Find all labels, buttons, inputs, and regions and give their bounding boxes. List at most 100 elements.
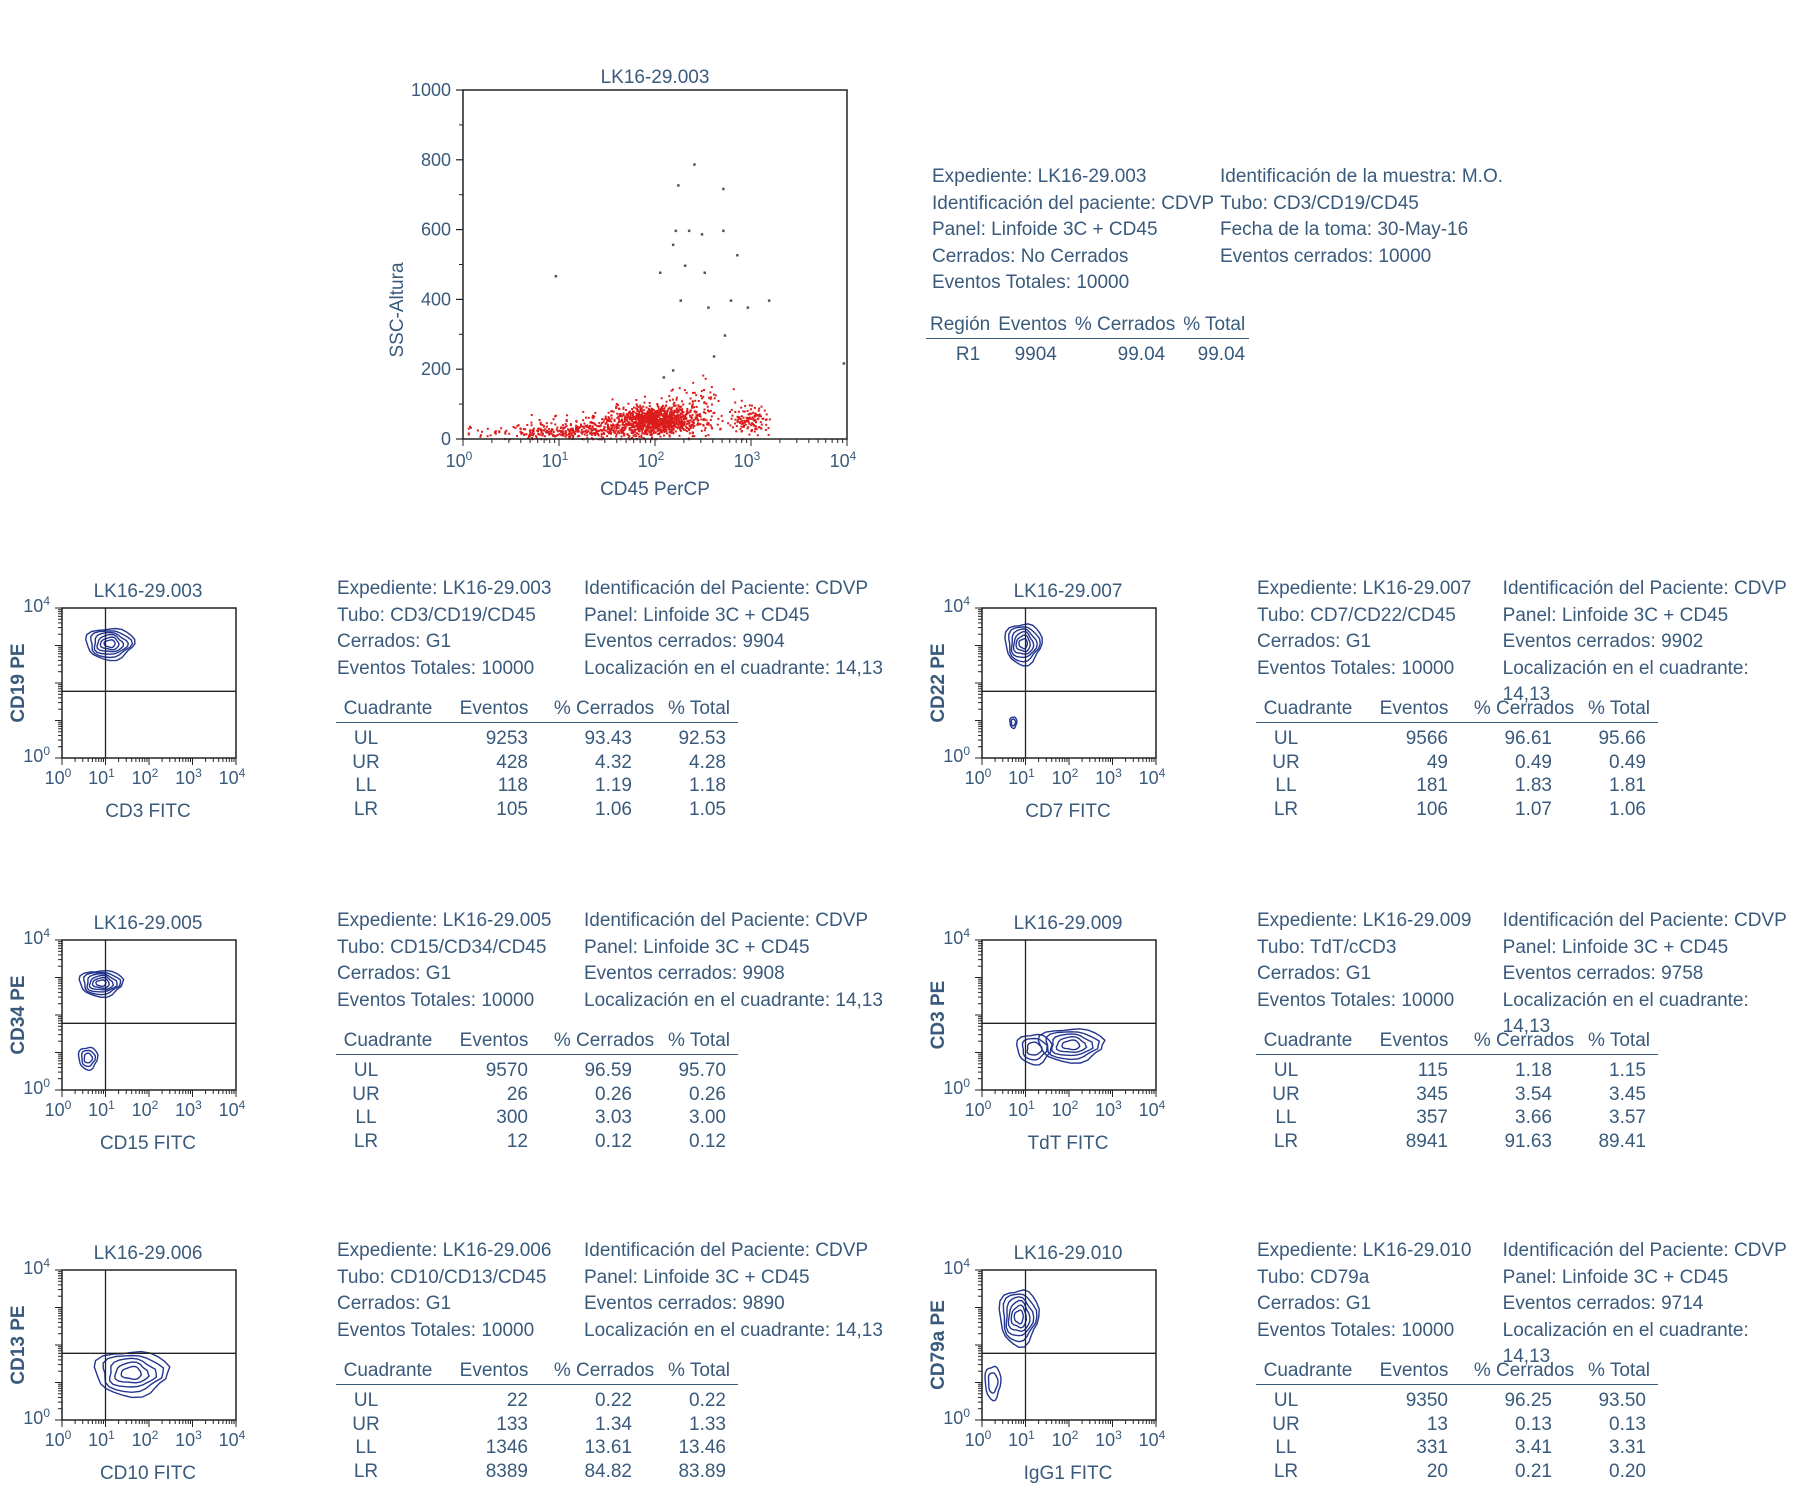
- scatter-point: [740, 420, 743, 423]
- scatter-point: [597, 430, 600, 432]
- scatter-point: [702, 374, 705, 377]
- info-line: Identificación del Paciente: CDVP: [584, 578, 869, 599]
- x-tick-label: 101: [542, 449, 569, 471]
- scatter-point: [579, 426, 582, 429]
- scatter-point: [677, 409, 680, 412]
- quadrant-table: Cuadrante Eventos% Cerrados% Total UL 22 0.2…: [336, 1360, 738, 1483]
- table-row: LL 357 3.66 3.57: [1256, 1106, 1658, 1130]
- scatter-point: [651, 436, 653, 439]
- scatter-point: [656, 423, 659, 425]
- scatter-point: [616, 424, 619, 427]
- info-line: Panel: Linfoide 3C + CD45: [932, 219, 1158, 240]
- scatter-point: [688, 421, 691, 424]
- table-cell: 83.89: [678, 1460, 726, 1482]
- info-line: Identificación de la muestra: M.O.: [1220, 166, 1504, 187]
- scatter-point: [674, 430, 677, 433]
- table-header: Eventos: [1360, 1030, 1468, 1055]
- scatter-point: [692, 423, 694, 426]
- scatter-point: [625, 409, 628, 412]
- scatter-point: [604, 415, 607, 418]
- scatter-point: [672, 428, 675, 431]
- contour-line: [84, 627, 136, 662]
- scatter-point: [607, 423, 609, 426]
- scatter-point: [569, 430, 572, 433]
- contours: [77, 969, 125, 1072]
- scatter-info-right: Identificación de la muestra: M.O. Tubo:…: [1220, 164, 1503, 297]
- scatter-point: [469, 425, 471, 428]
- scatter-point: [634, 421, 637, 423]
- scatter-point: [719, 427, 722, 430]
- scatter-point: [615, 403, 618, 405]
- scatter-point: [633, 426, 636, 429]
- scatter-point: [627, 437, 630, 439]
- scatter-point: [652, 427, 655, 430]
- table-cell: 1.33: [689, 1413, 726, 1435]
- scatter-point: [556, 430, 559, 433]
- scatter-point: [758, 413, 761, 416]
- scatter-point: [691, 404, 693, 407]
- scatter-point: [760, 415, 762, 418]
- scatter-point: [638, 417, 641, 420]
- scatter-point: [632, 417, 635, 420]
- scatter-point: [690, 416, 693, 419]
- scatter-point: [696, 422, 699, 425]
- scatter-point: [572, 436, 575, 439]
- scatter-point: [675, 414, 678, 417]
- scatter-point: [653, 416, 655, 419]
- scatter-point: [674, 423, 677, 426]
- scatter-point: [648, 420, 651, 423]
- info-line: Eventos cerrados: 9758: [1502, 963, 1704, 984]
- scatter-point: [655, 419, 658, 422]
- scatter-point: [659, 417, 662, 420]
- scatter-point: [691, 403, 694, 406]
- scatter-point: [632, 415, 635, 418]
- table-row: R1 9904 99.04 99.04: [926, 339, 1249, 367]
- scatter-point: [658, 432, 661, 434]
- info-line: Fecha de la toma: 30-May-16: [1220, 219, 1469, 240]
- table-cell: 3.57: [1609, 1107, 1646, 1128]
- scatter-point: [657, 406, 660, 409]
- table-header: Eventos: [994, 314, 1071, 339]
- scatter-point: [644, 414, 646, 417]
- scatter-point: [467, 433, 470, 436]
- scatter-point: [636, 410, 639, 412]
- scatter-point: [628, 423, 631, 426]
- panel-info-col1: Expediente: LK16-29.005 Tubo: CD15/CD34/C…: [337, 908, 584, 1014]
- scatter-point: [663, 428, 666, 431]
- scatter-point: [703, 408, 706, 411]
- table-cell: 92.53: [678, 728, 726, 749]
- panel-info-col1: Expediente: LK16-29.006 Tubo: CD10/CD13/C…: [337, 1238, 584, 1344]
- scatter-point: [631, 412, 634, 415]
- scatter-point: [745, 416, 748, 419]
- scatter-point: [610, 414, 613, 417]
- scatter-point: [632, 425, 635, 428]
- scatter-point: [627, 414, 630, 417]
- scatter-point: [746, 410, 749, 412]
- scatter-plot: LK16-29.003 SSC-Altura CD45 PerCP 0 200 40…: [387, 67, 857, 500]
- scatter-point: [671, 406, 674, 409]
- x-tick-label: 104: [1139, 766, 1166, 788]
- scatter-point: [754, 419, 757, 422]
- plot-frame: [61, 1269, 237, 1421]
- info-line: Cerrados: G1: [337, 631, 452, 652]
- table-header: % Total: [1580, 1030, 1658, 1055]
- contour-line: [1015, 634, 1031, 653]
- scatter-point: [533, 432, 535, 435]
- scatter-point: [657, 408, 660, 411]
- scatter-point: [650, 412, 653, 415]
- scatter-point: [670, 411, 673, 414]
- scatter-point: [702, 419, 705, 422]
- scatter-point: [683, 421, 686, 424]
- scatter-point: [599, 424, 602, 427]
- scatter-point: [531, 429, 534, 432]
- scatter-point: [544, 428, 547, 431]
- scatter-point: [681, 427, 684, 430]
- scatter-point: [617, 415, 620, 418]
- scatter-point: [635, 416, 638, 419]
- scatter-point: [747, 413, 750, 416]
- info-line: Localización en el cuadrante: 14,13: [584, 989, 883, 1011]
- scatter-point: [656, 411, 659, 414]
- scatter-point: [606, 435, 609, 438]
- scatter-point: [678, 434, 681, 437]
- table-row: LL 118 1.19 1.18: [336, 774, 738, 798]
